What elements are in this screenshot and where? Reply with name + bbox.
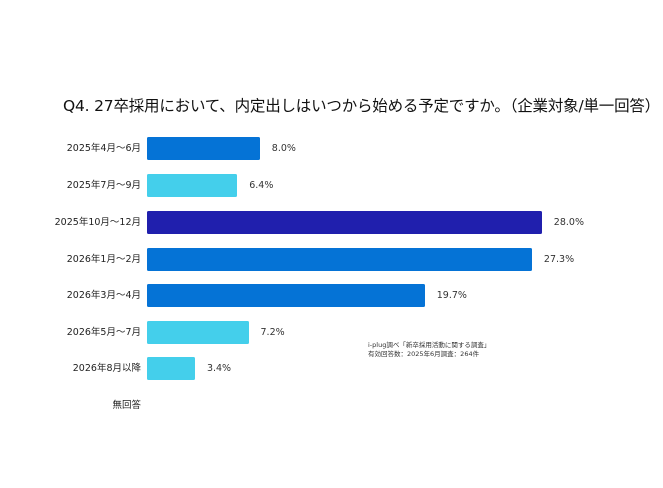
value-label: 27.3% — [543, 254, 575, 265]
source-note-line1: i-plug調べ「新卒採用活動に関する調査」 — [368, 341, 491, 349]
bar-row: 2025年4月～6月 8.0% — [0, 137, 663, 160]
bar — [147, 357, 195, 380]
bar — [147, 321, 249, 344]
bar-row: 2026年1月～2月 27.3% — [0, 248, 663, 271]
value-label: 6.4% — [249, 180, 274, 191]
value-label: 3.4% — [206, 363, 232, 374]
bar — [147, 248, 532, 271]
category-label: 2026年5月～7月 — [66, 327, 141, 338]
source-note: i-plug調べ「新卒採用活動に関する調査」 有効回答数：2025年6月調査：2… — [368, 341, 490, 359]
bar-row: 2025年7月～9月 6.4% — [0, 174, 663, 197]
category-label: 2025年10月～12月 — [54, 217, 141, 228]
category-label: 2026年1月～2月 — [66, 254, 141, 265]
value-label: 8.0% — [271, 143, 296, 154]
bar-row: 2025年10月～12月 28.0% — [0, 211, 663, 234]
bar — [147, 174, 238, 197]
bar-row: 無回答 — [0, 394, 663, 417]
bar-row: 2026年8月以降 3.4% — [0, 357, 663, 380]
value-label: 7.2% — [260, 327, 285, 338]
category-label: 2025年7月～9月 — [66, 180, 141, 191]
category-label: 2026年8月以降 — [72, 363, 141, 374]
bar — [147, 211, 542, 234]
bar-row: 2026年3月～4月 19.7% — [0, 284, 663, 307]
value-label: 19.7% — [436, 290, 467, 301]
category-label: 2025年4月～6月 — [66, 143, 141, 154]
category-label: 2026年3月～4月 — [66, 290, 141, 301]
bar-row: 2026年5月～7月 7.2% — [0, 321, 663, 344]
source-note-line2: 有効回答数：2025年6月調査：264件 — [368, 350, 480, 358]
chart-title: Q4. 27卒採用において、内定出しはいつから始める予定ですか。（企業対象/単一… — [63, 97, 660, 115]
bar — [147, 284, 425, 307]
category-label: 無回答 — [112, 400, 141, 411]
value-label: 28.0% — [553, 217, 584, 228]
bar — [147, 137, 260, 160]
